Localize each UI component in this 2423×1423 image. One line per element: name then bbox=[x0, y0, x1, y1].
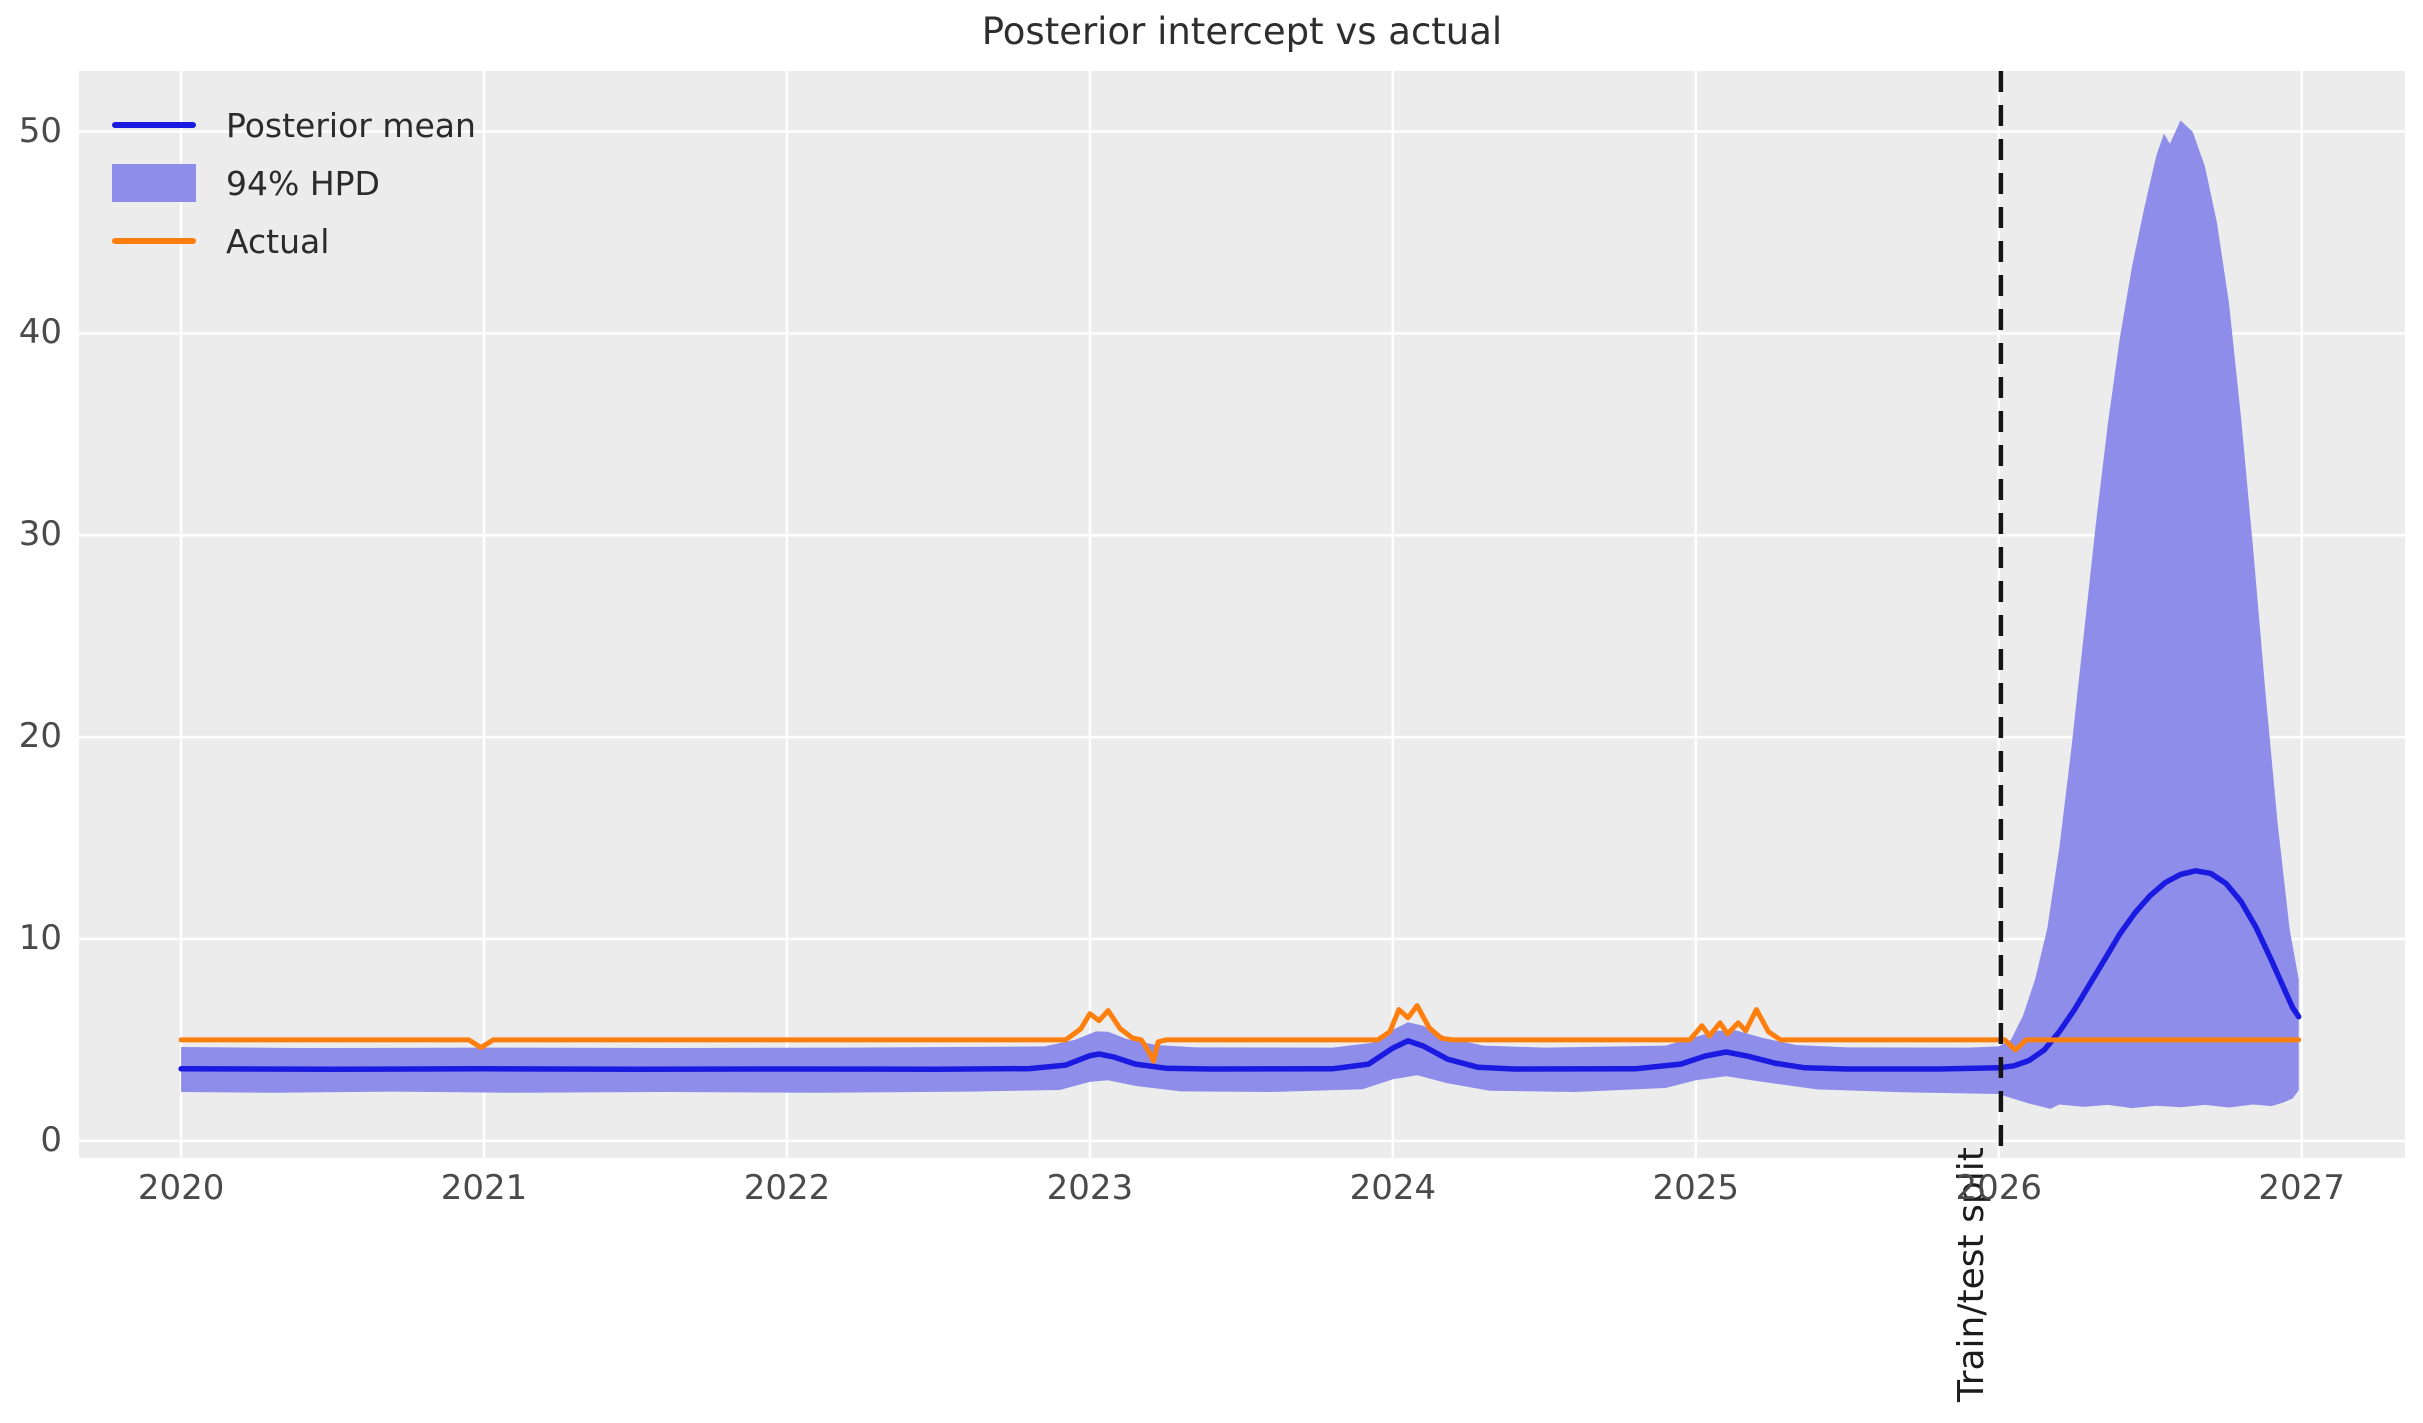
legend-item-actual: Actual bbox=[112, 212, 476, 270]
x-tick-label: 2026 bbox=[1955, 1168, 2043, 1208]
legend-label: 94% HPD bbox=[226, 163, 380, 203]
legend-label: Posterior mean bbox=[226, 105, 476, 145]
actual-line-swatch bbox=[112, 238, 196, 244]
legend-item-posterior-mean: Posterior mean bbox=[112, 96, 476, 154]
x-tick-label: 2024 bbox=[1349, 1168, 1437, 1208]
legend: Posterior mean 94% HPD Actual bbox=[112, 96, 476, 270]
x-tick-label: 2020 bbox=[137, 1168, 225, 1208]
posterior-mean-line-swatch bbox=[112, 122, 196, 128]
legend-item-hpd: 94% HPD bbox=[112, 154, 476, 212]
x-tick-label: 2027 bbox=[2258, 1168, 2345, 1208]
plot-background bbox=[79, 71, 2405, 1158]
hpd-band-swatch bbox=[112, 164, 196, 202]
y-tick-label: 40 bbox=[18, 312, 62, 353]
x-tick-label: 2021 bbox=[440, 1168, 528, 1208]
hpd-band bbox=[181, 120, 2299, 1109]
chart-title: Posterior intercept vs actual bbox=[981, 10, 1503, 53]
y-tick-label: 30 bbox=[18, 514, 62, 555]
actual-line bbox=[178, 1003, 2302, 1064]
posterior-mean-line bbox=[178, 868, 2302, 1072]
y-tick-label: 50 bbox=[18, 110, 62, 151]
x-tick-label: 2023 bbox=[1046, 1168, 1134, 1208]
legend-label: Actual bbox=[226, 221, 330, 261]
y-tick-label: 10 bbox=[18, 917, 62, 958]
x-tick-label: 2022 bbox=[743, 1168, 831, 1208]
y-tick-label: 0 bbox=[40, 1119, 62, 1160]
x-tick-label: 2025 bbox=[1652, 1168, 1740, 1208]
y-tick-label: 20 bbox=[18, 716, 62, 757]
